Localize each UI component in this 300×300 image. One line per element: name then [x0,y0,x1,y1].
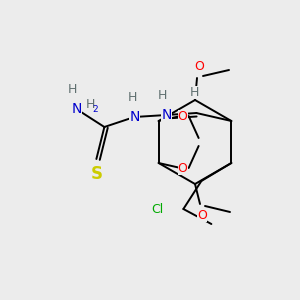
Text: N: N [129,110,140,124]
Text: N: N [129,110,140,124]
Text: O: O [178,110,188,122]
Text: N: N [161,108,172,122]
Text: Cl: Cl [151,202,164,215]
Text: H: H [128,91,137,104]
Text: O: O [194,60,204,73]
Text: N: N [161,108,172,122]
Text: H: H [85,98,95,112]
Text: H: H [68,83,77,96]
Text: O: O [178,161,188,175]
Text: S: S [90,165,102,183]
Text: H: H [158,89,167,102]
Text: N: N [71,102,82,116]
Text: 2: 2 [92,104,98,113]
Text: H: H [190,86,199,99]
Text: O: O [197,209,207,222]
